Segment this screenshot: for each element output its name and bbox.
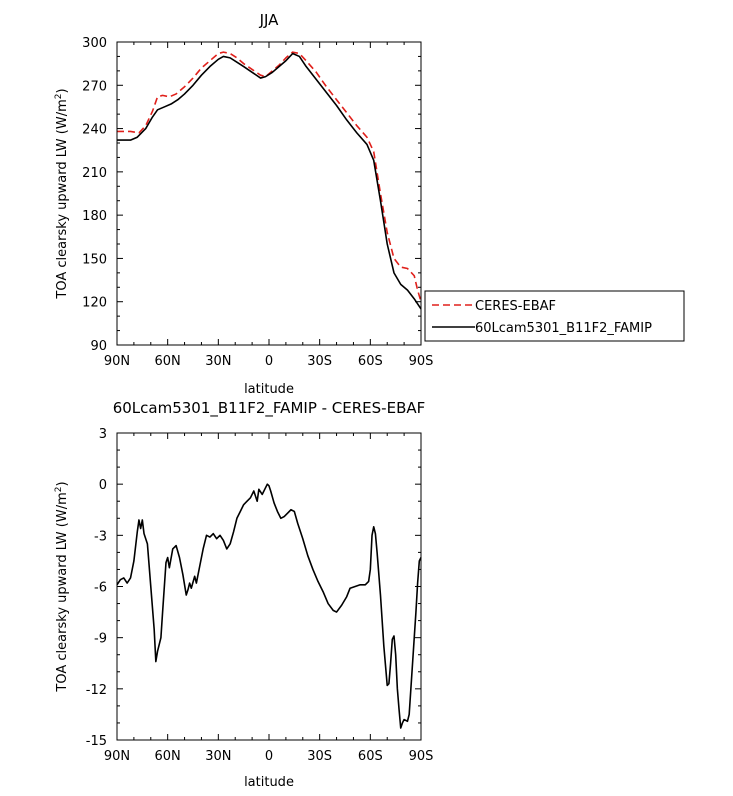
legend-box: [424, 290, 685, 342]
panel1-y-tick-label: 150: [82, 252, 107, 267]
panel1-y-tick-label: 210: [82, 166, 107, 181]
panel1-x-tick-label: 90S: [409, 354, 434, 369]
panel2-x-tick-label: 0: [265, 749, 273, 764]
panel1-y-tick-label: 240: [82, 123, 107, 138]
panel2-y-tick-label: 0: [99, 478, 107, 493]
panel1-series-line-1: [117, 51, 422, 302]
legend-label-2: 60Lcam5301_B11F2_FAMIP: [475, 321, 652, 336]
panel2-y-tick-label: -15: [86, 734, 107, 749]
panel2-y-tick-label: -6: [94, 581, 107, 596]
panel1-x-tick-label: 60S: [358, 354, 383, 369]
panel2-plot-frame: [116, 432, 422, 741]
panel1-x-tick-label: 0: [265, 354, 273, 369]
panel1-y-tick-label: 180: [82, 209, 107, 224]
panel2-series-line-1: [116, 483, 422, 729]
panel2-y-tick-label: -9: [94, 632, 107, 647]
legend-label-1: CERES-EBAF: [475, 299, 556, 314]
panel1-y-axis-title: TOA clearsky upward LW (W/m2): [54, 88, 70, 299]
panel2-x-tick-label: 60S: [358, 749, 383, 764]
panel2-title: 60Lcam5301_B11F2_FAMIP - CERES-EBAF: [113, 399, 426, 418]
panel2-x-tick-label: 30N: [205, 749, 231, 764]
panel2-x-tick-label: 30S: [307, 749, 332, 764]
panel2-y-tick-label: -12: [86, 683, 107, 698]
panel1-x-tick-label: 30S: [307, 354, 332, 369]
panel1-y-tick-label: 300: [82, 36, 107, 51]
panel1-series-line-2: [117, 52, 422, 310]
panel1-y-tick-label: 120: [82, 296, 107, 311]
panel2-x-tick-label: 90S: [409, 749, 434, 764]
panel1-x-tick-label: 30N: [205, 354, 231, 369]
panel1-y-tick-label: 270: [82, 79, 107, 94]
panel2-y-tick-label: -3: [94, 529, 107, 544]
panel2-y-axis-title: TOA clearsky upward LW (W/m2): [54, 481, 70, 692]
panel2-x-tick-label: 90N: [104, 749, 130, 764]
panel1-y-tick-label: 90: [90, 339, 107, 354]
panel1-title: JJA: [259, 11, 280, 29]
panel1-x-tick-label: 60N: [155, 354, 181, 369]
panel2-x-tick-label: 60N: [155, 749, 181, 764]
panel2-x-axis-title: latitude: [244, 775, 294, 790]
panel1-plot-frame: [116, 41, 422, 346]
panel2-y-tick-label: 3: [99, 427, 107, 442]
panel1-x-tick-label: 90N: [104, 354, 130, 369]
panel1-x-axis-title: latitude: [244, 382, 294, 397]
